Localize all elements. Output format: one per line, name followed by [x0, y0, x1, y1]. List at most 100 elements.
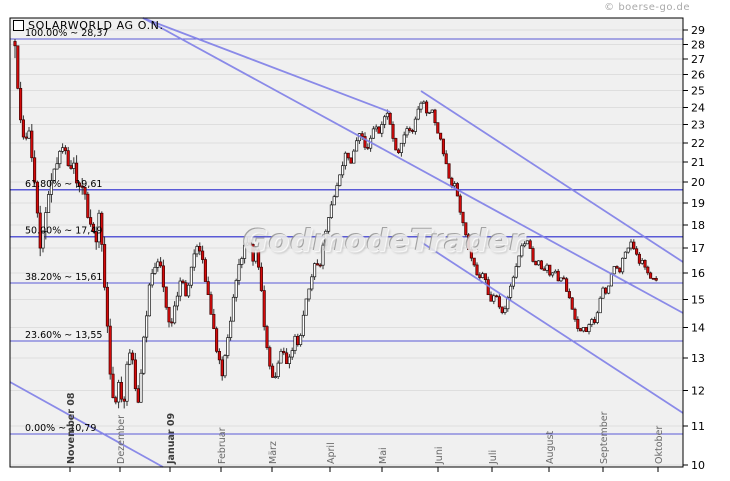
candle-body	[416, 108, 420, 120]
month-label: Juli	[488, 450, 499, 465]
candle-body	[119, 382, 123, 400]
legend-row: SOLARWORLD AG O.N.	[13, 19, 164, 32]
candle-body	[161, 265, 165, 288]
candle-body	[492, 295, 496, 302]
candle-body	[481, 273, 485, 278]
candle-body	[293, 335, 297, 351]
candle-body	[581, 327, 585, 332]
candle-body	[287, 356, 291, 364]
candle-body	[329, 204, 333, 218]
candle-body	[240, 258, 244, 265]
candle-body	[565, 278, 569, 292]
candle-body	[509, 285, 513, 298]
candle-body	[58, 151, 62, 165]
candle-body	[201, 250, 205, 260]
candle-body	[147, 284, 151, 317]
candle-body	[189, 266, 193, 286]
candle-body	[91, 223, 95, 233]
candle-body	[229, 320, 233, 338]
candle-body	[66, 150, 70, 166]
candle-body	[332, 196, 336, 206]
candle-body	[439, 132, 443, 140]
month-label: Februar	[217, 427, 228, 464]
candle-body	[366, 146, 370, 149]
candle-body	[217, 351, 221, 361]
candle-body	[231, 296, 235, 322]
candle-body	[220, 359, 224, 377]
y-axis-label: 13	[691, 352, 705, 365]
candle-body	[469, 249, 473, 259]
candle-body	[265, 326, 269, 348]
candle-body	[49, 180, 53, 195]
candle-body	[352, 150, 356, 164]
candle-body	[632, 241, 636, 250]
candle-body	[458, 195, 462, 213]
candle-body	[27, 130, 31, 139]
candle-body	[257, 249, 261, 268]
candle-body	[285, 352, 289, 364]
candle-body	[559, 277, 563, 282]
candle-body	[52, 168, 56, 181]
candle-body	[363, 136, 367, 148]
candle-body	[276, 362, 280, 378]
candle-body	[133, 359, 137, 390]
fib-label: 0.00% ~ 10,79	[25, 423, 96, 434]
candle-body	[441, 138, 445, 155]
candle-body	[324, 230, 328, 246]
candle-body	[136, 388, 140, 403]
candle-body	[111, 373, 115, 399]
candle-body	[72, 162, 76, 169]
month-label: Dezember	[116, 415, 127, 464]
candle-body	[105, 286, 109, 327]
trend-line-downtrend-upper-short	[142, 17, 391, 113]
candle-body	[290, 350, 294, 358]
candle-body	[500, 306, 504, 313]
candle-body	[453, 183, 457, 187]
candle-body	[511, 276, 515, 287]
candle-body	[450, 177, 454, 187]
fib-label: 50.00% ~ 17,49	[25, 226, 102, 237]
candle-body	[567, 291, 571, 299]
candle-body	[341, 165, 345, 176]
candle-body	[598, 297, 602, 314]
candle-body	[21, 119, 25, 138]
candle-body	[472, 257, 476, 266]
series-checkbox[interactable]	[13, 20, 24, 31]
candle-body	[103, 244, 107, 288]
candle-body	[164, 286, 168, 308]
candle-body	[145, 315, 149, 338]
candle-body	[234, 280, 238, 298]
trend-lines	[9, 17, 684, 468]
candle-body	[360, 133, 364, 137]
candle-body	[117, 382, 121, 403]
candle-body	[170, 321, 174, 324]
y-axis-label: 21	[691, 156, 705, 169]
candle-body	[335, 185, 339, 198]
candle-body	[497, 296, 501, 308]
candle-body	[377, 126, 381, 134]
candle-body	[338, 174, 342, 186]
candle-body	[44, 212, 48, 232]
y-axis-label: 11	[691, 420, 705, 433]
candle-body	[251, 243, 255, 262]
candle-body	[125, 363, 129, 402]
trend-line-downtrend-main	[142, 17, 684, 314]
y-axis-label: 18	[691, 219, 705, 232]
candle-body	[595, 312, 599, 323]
candle-body	[397, 149, 401, 153]
candle-body	[184, 282, 188, 297]
candle-body	[139, 372, 143, 403]
candle-body	[142, 336, 146, 374]
fib-label: 38.20% ~ 15,61	[25, 272, 102, 283]
candle-body	[626, 247, 630, 253]
candle-body	[63, 147, 67, 152]
candle-body	[506, 297, 510, 310]
candle-body	[649, 272, 653, 279]
candle-body	[545, 264, 549, 271]
candle-body	[254, 249, 258, 262]
candle-body	[425, 101, 429, 114]
candle-body	[192, 253, 196, 268]
candle-body	[122, 398, 126, 402]
candle-body	[69, 165, 73, 169]
